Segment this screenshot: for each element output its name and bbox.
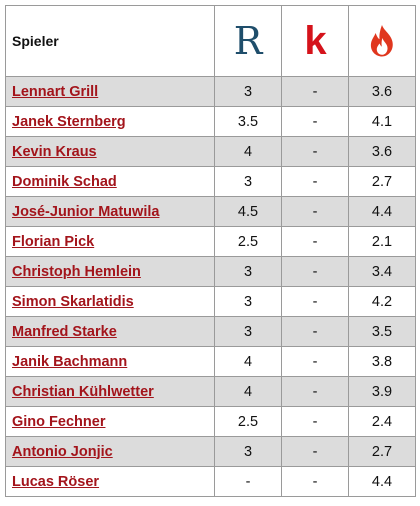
source-flame-column-header — [348, 5, 416, 77]
rating-r-cell: 3 — [214, 316, 282, 347]
player-name-link[interactable]: Christian Kühlwetter — [12, 383, 154, 400]
player-name-cell: Gino Fechner — [5, 406, 215, 437]
source-k-column-header: k — [281, 5, 349, 77]
rating-r-cell: 4.5 — [214, 196, 282, 227]
table-row: José-Junior Matuwila 4.5-4.4 — [5, 196, 416, 227]
rating-r-cell: 3 — [214, 76, 282, 107]
rating-k-cell: - — [281, 256, 349, 287]
player-name-link[interactable]: Janik Bachmann — [12, 353, 128, 370]
player-name-cell: Florian Pick — [5, 226, 215, 257]
player-name-link[interactable]: José-Junior Matuwila — [12, 203, 160, 220]
rating-k-cell: - — [281, 166, 349, 197]
player-column-header: Spieler — [5, 5, 215, 77]
player-name-cell: Dominik Schad — [5, 166, 215, 197]
table-row: Janik Bachmann 4-3.8 — [5, 346, 416, 377]
rating-r-cell: 3 — [214, 436, 282, 467]
player-name-link[interactable]: Dominik Schad — [12, 173, 117, 190]
table-header: Spieler R k — [5, 5, 416, 77]
player-name-cell: Lennart Grill — [5, 76, 215, 107]
rating-flame-cell: 4.2 — [348, 286, 416, 317]
rating-flame-cell: 3.6 — [348, 76, 416, 107]
player-name-cell: Simon Skarlatidis — [5, 286, 215, 317]
rating-k-cell: - — [281, 316, 349, 347]
player-name-cell: José-Junior Matuwila — [5, 196, 215, 227]
header-row: Spieler R k — [5, 5, 416, 77]
table-row: Antonio Jonjic 3-2.7 — [5, 436, 416, 467]
table-row: Manfred Starke 3-3.5 — [5, 316, 416, 347]
player-name-link[interactable]: Janek Sternberg — [12, 113, 126, 130]
rating-r-cell: 4 — [214, 346, 282, 377]
rating-r-cell: 3 — [214, 256, 282, 287]
rating-flame-cell: 4.4 — [348, 466, 416, 497]
rating-k-cell: - — [281, 346, 349, 377]
rating-k-cell: - — [281, 226, 349, 257]
source-r-column-header: R — [214, 5, 282, 77]
player-name-link[interactable]: Kevin Kraus — [12, 143, 97, 160]
table-row: Christian Kühlwetter 4-3.9 — [5, 376, 416, 407]
table-row: Simon Skarlatidis 3-4.2 — [5, 286, 416, 317]
table-row: Lucas Röser - -4.4 — [5, 466, 416, 497]
rating-flame-cell: 3.4 — [348, 256, 416, 287]
player-name-cell: Antonio Jonjic — [5, 436, 215, 467]
table-row: Christoph Hemlein 3-3.4 — [5, 256, 416, 287]
player-name-link[interactable]: Lucas Röser — [12, 473, 100, 490]
rating-r-cell: 3 — [214, 286, 282, 317]
rating-flame-cell: 2.1 — [348, 226, 416, 257]
rating-flame-cell: 3.6 — [348, 136, 416, 167]
player-name-link[interactable]: Antonio Jonjic — [12, 443, 113, 460]
player-name-cell: Manfred Starke — [5, 316, 215, 347]
k-logo-icon: k — [304, 19, 326, 63]
rating-k-cell: - — [281, 196, 349, 227]
table-body: Lennart Grill 3-3.6 Janek Sternberg 3.5-4.1… — [5, 76, 416, 497]
table-row: Gino Fechner 2.5-2.4 — [5, 406, 416, 437]
rating-r-cell: 4 — [214, 376, 282, 407]
rating-flame-cell: 3.9 — [348, 376, 416, 407]
rating-k-cell: - — [281, 76, 349, 107]
rating-k-cell: - — [281, 466, 349, 497]
table-row: Lennart Grill 3-3.6 — [5, 76, 416, 107]
player-name-link[interactable]: Gino Fechner — [12, 413, 106, 430]
rating-flame-cell: 2.4 — [348, 406, 416, 437]
rating-flame-cell: 4.1 — [348, 106, 416, 137]
player-name-cell: Christian Kühlwetter — [5, 376, 215, 407]
rating-k-cell: - — [281, 136, 349, 167]
player-ratings-table: Spieler R k Lennart Grill 3-3.6 Janek Ster… — [5, 5, 416, 497]
rating-flame-cell: 2.7 — [348, 166, 416, 197]
rating-r-cell: 3 — [214, 166, 282, 197]
player-name-cell: Janik Bachmann — [5, 346, 215, 377]
rating-k-cell: - — [281, 106, 349, 137]
table-row: Florian Pick 2.5-2.1 — [5, 226, 416, 257]
rating-flame-cell: 3.8 — [348, 346, 416, 377]
table-row: Kevin Kraus 4-3.6 — [5, 136, 416, 167]
rating-flame-cell: 3.5 — [348, 316, 416, 347]
rating-r-cell: 3.5 — [214, 106, 282, 137]
rating-k-cell: - — [281, 376, 349, 407]
rating-flame-cell: 2.7 — [348, 436, 416, 467]
table-row: Janek Sternberg 3.5-4.1 — [5, 106, 416, 137]
player-name-link[interactable]: Lennart Grill — [12, 83, 99, 100]
player-name-cell: Kevin Kraus — [5, 136, 215, 167]
player-name-link[interactable]: Christoph Hemlein — [12, 263, 141, 280]
player-name-cell: Lucas Röser — [5, 466, 215, 497]
rating-r-cell: 4 — [214, 136, 282, 167]
rating-k-cell: - — [281, 406, 349, 437]
player-name-link[interactable]: Florian Pick — [12, 233, 95, 250]
flame-logo-icon — [370, 25, 393, 57]
player-name-cell: Christoph Hemlein — [5, 256, 215, 287]
rating-k-cell: - — [281, 436, 349, 467]
r-logo-icon: R — [233, 19, 263, 63]
player-name-cell: Janek Sternberg — [5, 106, 215, 137]
rating-flame-cell: 4.4 — [348, 196, 416, 227]
player-name-link[interactable]: Simon Skarlatidis — [12, 293, 134, 310]
rating-r-cell: 2.5 — [214, 406, 282, 437]
rating-r-cell: 2.5 — [214, 226, 282, 257]
rating-r-cell: - — [214, 466, 282, 497]
player-name-link[interactable]: Manfred Starke — [12, 323, 117, 340]
table-row: Dominik Schad 3-2.7 — [5, 166, 416, 197]
rating-k-cell: - — [281, 286, 349, 317]
